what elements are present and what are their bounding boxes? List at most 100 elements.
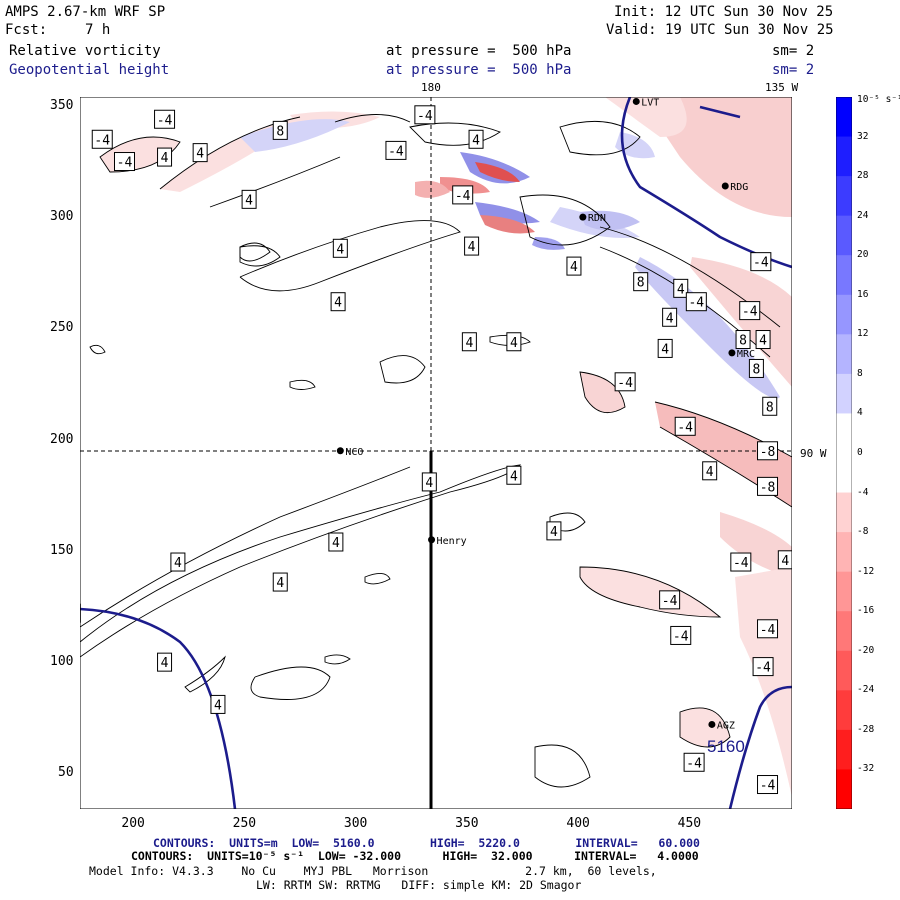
colorbar-swatch — [836, 492, 852, 533]
contour-label: -4 — [686, 756, 702, 771]
contour-line — [364, 573, 391, 585]
contour-label-box — [657, 338, 673, 358]
contour-line — [519, 194, 611, 246]
contour-label: 4 — [759, 334, 767, 349]
contour-label: 4 — [472, 133, 480, 148]
colorbar-swatch — [836, 650, 852, 691]
contour-label-box — [633, 272, 649, 292]
y-tick-label: 100 — [50, 654, 74, 670]
contour-label: 4 — [677, 282, 685, 297]
station-marker-nco — [336, 447, 344, 455]
contour-label-box — [272, 572, 288, 592]
contour-label-box — [91, 129, 113, 149]
neg-region — [580, 372, 625, 413]
footer-model-info: Model Info: V4.3.3 No Cu MYJ PBL Morriso… — [89, 864, 657, 878]
neg-region — [580, 567, 720, 617]
contour-line — [579, 566, 722, 618]
contour-line — [250, 666, 331, 700]
valid-time: Valid: 19 UTC Sun 30 Nov 25 — [606, 22, 834, 38]
contour-label-box — [673, 278, 689, 298]
contour-label: -4 — [662, 594, 678, 609]
contour-label-box — [685, 292, 707, 312]
contour-label-box — [154, 109, 176, 129]
contour-label: 8 — [739, 334, 747, 349]
fcst-value: 7 h — [85, 22, 111, 38]
contour-label-box — [385, 140, 407, 160]
contour-label: 4 — [666, 311, 674, 326]
colorbar-tick-label: 32 — [857, 130, 869, 142]
neg-region — [475, 162, 520, 182]
contour-label: 4 — [174, 556, 182, 571]
y-tick-label: 200 — [50, 431, 74, 447]
contour-label-box — [755, 330, 771, 350]
contour-label-box — [157, 652, 173, 672]
footer-height-contours: CONTOURS: UNITS=m LOW= 5160.0 HIGH= 5220… — [153, 836, 700, 850]
contour-label: 4 — [468, 240, 476, 255]
colorbar-tick-label: -4 — [857, 486, 869, 498]
pos-region — [635, 257, 780, 399]
lon-label-180: 180 — [421, 81, 441, 94]
y-tick-label: 150 — [50, 542, 74, 558]
y-tick-label: 50 — [58, 765, 74, 781]
contour-label: 4 — [781, 554, 789, 569]
contour-label: -4 — [455, 189, 471, 204]
contour-line — [534, 744, 591, 788]
contour-label-box — [546, 521, 562, 541]
init-time: Init: 12 UTC Sun 30 Nov 25 — [614, 4, 834, 20]
lon-label-135w: 135 W — [765, 81, 799, 94]
x-tick-label: 400 — [566, 816, 590, 831]
station-marker-lvt — [632, 97, 640, 105]
colorbar-tick-label: -28 — [857, 723, 875, 735]
contour-label: 4 — [214, 698, 222, 713]
contour-label-box — [330, 292, 346, 312]
neg-region — [415, 180, 450, 198]
colorbar-swatch — [836, 334, 852, 375]
contour-label: 4 — [276, 576, 284, 591]
contour-label-box — [748, 358, 764, 378]
colorbar-tick-label: 8 — [857, 367, 863, 379]
colorbar-tick-label: -20 — [857, 644, 875, 656]
contour-label: 4 — [245, 193, 253, 208]
contour-label: 4 — [161, 151, 169, 166]
contour-label: 4 — [570, 260, 578, 275]
contour-line — [679, 707, 731, 748]
colorbar-swatch — [836, 215, 852, 256]
y-tick-label: 250 — [50, 320, 74, 336]
colorbar-tick-label: -8 — [857, 526, 869, 538]
contour-line — [89, 344, 106, 355]
contour-label-box — [506, 465, 522, 485]
contour-label: 4 — [334, 296, 342, 311]
contour-line — [239, 220, 461, 292]
contour-label: 4 — [196, 147, 204, 162]
y-tick-label: 350 — [50, 97, 74, 113]
colorbar-swatch — [836, 97, 852, 138]
contour-label: 4 — [510, 336, 518, 351]
contour-label: -4 — [760, 623, 776, 638]
colorbar-swatch — [836, 611, 852, 652]
colorbar-tick-label: -32 — [857, 763, 875, 775]
contour-label: -8 — [760, 445, 776, 460]
contour-label: 4 — [425, 476, 433, 491]
contour-label: -4 — [117, 156, 133, 171]
colorbar-unit: 10⁻⁵ s⁻¹ — [857, 94, 900, 105]
colorbar-tick-label: -24 — [857, 684, 875, 696]
contour-label-box — [414, 105, 436, 125]
contour-label-box — [683, 752, 705, 772]
contour-label-box — [332, 238, 348, 258]
station-marker-rdg — [721, 182, 729, 190]
contour-label: -4 — [733, 556, 749, 571]
pos-region — [580, 210, 640, 231]
pos-region — [615, 132, 655, 159]
station-label-rdg: RDG — [730, 182, 748, 193]
neg-region — [720, 512, 792, 577]
field-vorticity: Relative vorticity — [9, 43, 161, 59]
contour-label-box — [461, 332, 477, 352]
contour-label-box — [750, 252, 772, 272]
vorticity-contours — [80, 114, 792, 788]
contour-label-box — [192, 143, 208, 163]
contour-label-box — [777, 550, 792, 570]
colorbar-tick-label: 12 — [857, 328, 869, 340]
lon-label-90w: 90 W — [800, 447, 827, 460]
